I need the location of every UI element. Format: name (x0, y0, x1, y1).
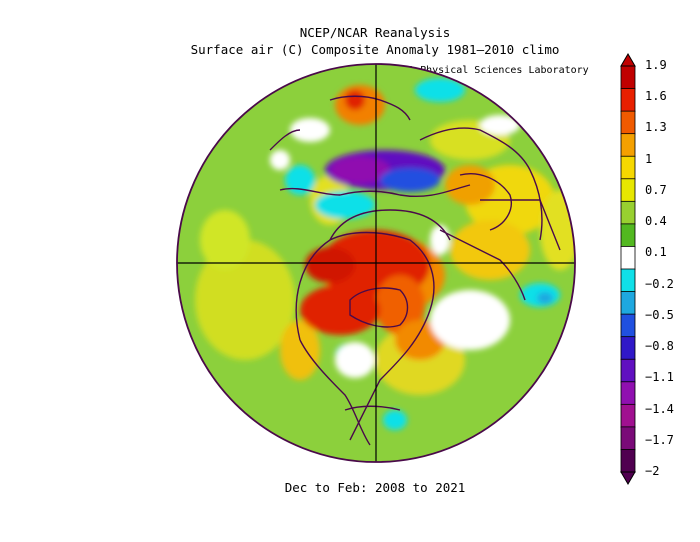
map-boundary (176, 63, 576, 463)
colorbar-tick-label: −1.4 (645, 401, 674, 416)
colorbar-segment (620, 133, 636, 158)
colorbar-max-arrow (620, 53, 636, 67)
colorbar-tick-label: 1.6 (645, 89, 667, 104)
colorbar-segment (620, 155, 636, 180)
colorbar-segment (620, 88, 636, 113)
colorbar-tick-label: −0.2 (645, 276, 674, 291)
colorbar-tick-label: 0.1 (645, 245, 667, 260)
colorbar-segment (620, 223, 636, 248)
colorbar-tick-label: 0.7 (645, 182, 667, 197)
colorbar-segment (620, 200, 636, 225)
colorbar-tick-label: 0.4 (645, 214, 667, 229)
colorbar-segment (620, 449, 636, 473)
colorbar-tick-label: 1.3 (645, 120, 667, 135)
colorbar-segment (620, 291, 636, 316)
map-title-line2: Surface air (C) Composite Anomaly 1981–2… (190, 42, 560, 57)
colorbar-min-arrow (620, 471, 636, 485)
colorbar-segment (620, 426, 636, 451)
colorbar-segment (620, 268, 636, 293)
credit-label: NOAA Physical Sciences Laboratory (390, 65, 589, 76)
colorbar-segment (620, 358, 636, 383)
anomaly-field (177, 64, 575, 462)
polar-anomaly-map (176, 63, 576, 463)
colorbar-tick-label: −0.5 (645, 307, 674, 322)
colorbar-segment (620, 110, 636, 135)
colorbar-tick-label: 1 (645, 151, 653, 166)
colorbar-segment (620, 313, 636, 338)
colorbar-segment (620, 336, 636, 361)
colorbar (620, 53, 636, 485)
colorbar-segment (620, 246, 636, 270)
colorbar-tick-label: −0.8 (645, 339, 674, 354)
colorbar-tick-label: 1.9 (645, 58, 667, 72)
map-title-line1: NCEP/NCAR Reanalysis (299, 25, 451, 40)
colorbar-tick-label: −1.7 (645, 432, 674, 447)
colorbar-tick-label: −1.1 (645, 370, 674, 385)
date-range-label: Dec to Feb: 2008 to 2021 (284, 480, 466, 495)
colorbar-segment (620, 65, 636, 90)
colorbar-segment (620, 403, 636, 428)
colorbar-tick-label: −2 (645, 464, 660, 478)
colorbar-segment (620, 381, 636, 406)
colorbar-segment (620, 178, 636, 203)
